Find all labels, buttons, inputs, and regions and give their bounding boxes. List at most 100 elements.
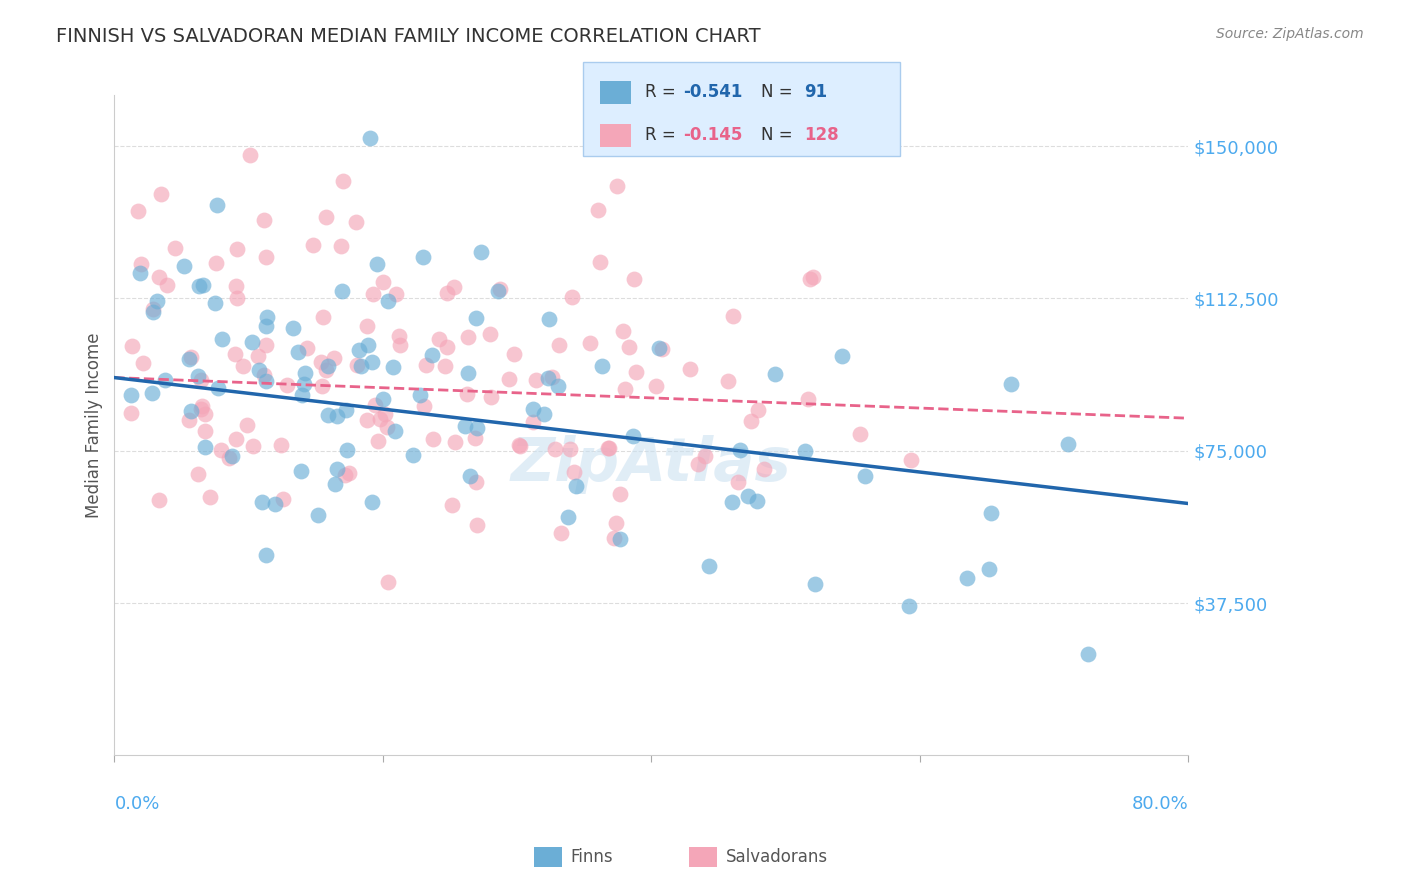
Point <box>1057 436 1080 450</box>
Point <box>366 257 388 271</box>
Point <box>336 442 359 457</box>
Point <box>382 359 405 374</box>
Point <box>384 424 406 438</box>
Point <box>458 469 481 483</box>
Point <box>132 356 155 370</box>
Point <box>591 359 613 374</box>
Point <box>254 338 277 352</box>
Point <box>444 435 467 450</box>
Point <box>550 526 572 541</box>
Point <box>598 441 620 455</box>
Point <box>375 419 398 434</box>
Point <box>316 359 339 373</box>
Point <box>603 531 626 545</box>
Point <box>747 403 769 417</box>
Point <box>326 409 349 424</box>
Point <box>142 305 165 319</box>
Point <box>721 309 744 323</box>
Point <box>240 334 263 349</box>
Point <box>721 495 744 509</box>
Point <box>179 352 201 367</box>
Point <box>565 478 588 492</box>
Point <box>561 289 583 303</box>
Point <box>727 475 749 489</box>
Point <box>533 407 555 421</box>
Point <box>436 339 458 353</box>
Point <box>804 576 827 591</box>
Point <box>420 348 443 362</box>
Point <box>307 508 329 522</box>
Point <box>508 438 530 452</box>
Point <box>388 329 411 343</box>
Point <box>524 372 547 386</box>
Point <box>190 400 212 414</box>
Text: 91: 91 <box>804 84 827 102</box>
Point <box>371 392 394 406</box>
Point <box>263 498 285 512</box>
Point <box>479 391 502 405</box>
Text: Source: ZipAtlas.com: Source: ZipAtlas.com <box>1216 27 1364 41</box>
Point <box>323 351 346 366</box>
Point <box>273 492 295 507</box>
Point <box>361 354 384 368</box>
Point <box>373 275 395 289</box>
Point <box>1077 647 1099 661</box>
Point <box>204 296 226 310</box>
Point <box>560 442 582 456</box>
Point <box>250 495 273 509</box>
Point <box>335 403 357 417</box>
Point <box>605 516 627 531</box>
Point <box>547 338 569 352</box>
Point <box>247 350 270 364</box>
Point <box>470 245 492 260</box>
Point <box>194 424 217 438</box>
Point <box>465 420 488 434</box>
Point <box>457 330 479 344</box>
Point <box>188 279 211 293</box>
Point <box>509 439 531 453</box>
Point <box>146 294 169 309</box>
Point <box>283 320 305 334</box>
Point <box>346 359 368 373</box>
Point <box>190 402 212 417</box>
Point <box>198 490 221 504</box>
Point <box>717 374 740 388</box>
Point <box>120 406 142 420</box>
Point <box>465 310 488 325</box>
Point <box>651 342 673 356</box>
Point <box>148 270 170 285</box>
Point <box>209 442 232 457</box>
Point <box>121 339 143 353</box>
Point <box>247 362 270 376</box>
Point <box>486 285 509 299</box>
Point <box>412 250 434 264</box>
Point <box>801 269 824 284</box>
Point <box>356 413 378 427</box>
Point <box>413 399 436 413</box>
Point <box>564 466 586 480</box>
Point <box>253 368 276 382</box>
Point <box>254 374 277 388</box>
Point <box>193 407 215 421</box>
Point <box>276 377 298 392</box>
Point <box>180 351 202 365</box>
Point <box>295 342 318 356</box>
Point <box>457 366 479 380</box>
Point <box>623 271 645 285</box>
Point <box>797 392 820 406</box>
Point <box>368 412 391 426</box>
Point <box>292 377 315 392</box>
Text: N =: N = <box>761 84 797 102</box>
Point <box>402 448 425 462</box>
Point <box>389 337 412 351</box>
Point <box>356 319 378 334</box>
Point <box>537 371 560 385</box>
Point <box>254 548 277 562</box>
Point <box>367 434 389 448</box>
Point <box>522 415 544 429</box>
Point <box>454 419 477 434</box>
Point <box>349 343 371 357</box>
Point <box>898 599 921 613</box>
Point <box>350 359 373 373</box>
Text: ZipAtlas: ZipAtlas <box>510 435 792 494</box>
